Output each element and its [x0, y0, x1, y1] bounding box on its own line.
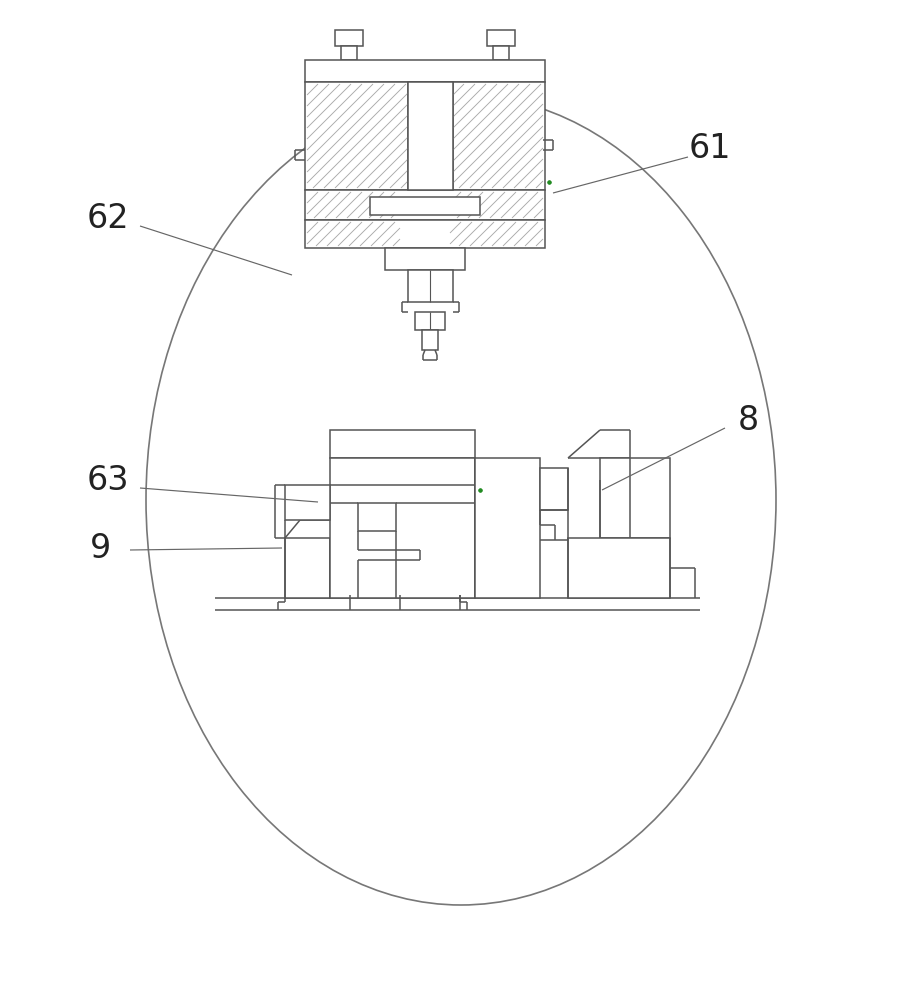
Text: 8: 8: [738, 403, 759, 436]
Bar: [285, 485, 330, 520]
Bar: [305, 220, 545, 248]
Bar: [487, 30, 515, 46]
Bar: [408, 270, 453, 302]
Bar: [568, 538, 670, 598]
Bar: [330, 458, 475, 598]
Bar: [408, 82, 453, 190]
Bar: [305, 190, 545, 220]
Bar: [305, 60, 545, 82]
Bar: [341, 46, 357, 60]
Bar: [415, 312, 445, 330]
Bar: [335, 30, 363, 46]
Bar: [358, 503, 396, 531]
Text: 62: 62: [87, 202, 129, 234]
Bar: [600, 458, 670, 538]
Bar: [385, 248, 465, 270]
Bar: [493, 46, 509, 60]
Bar: [475, 458, 540, 598]
Bar: [305, 82, 545, 190]
Bar: [330, 430, 475, 458]
Bar: [370, 197, 480, 215]
Bar: [479, 503, 517, 531]
Text: 61: 61: [689, 131, 731, 164]
Bar: [540, 468, 568, 510]
Bar: [422, 330, 438, 350]
Bar: [285, 538, 330, 598]
Text: 9: 9: [89, 532, 111, 564]
Text: 63: 63: [87, 464, 129, 496]
